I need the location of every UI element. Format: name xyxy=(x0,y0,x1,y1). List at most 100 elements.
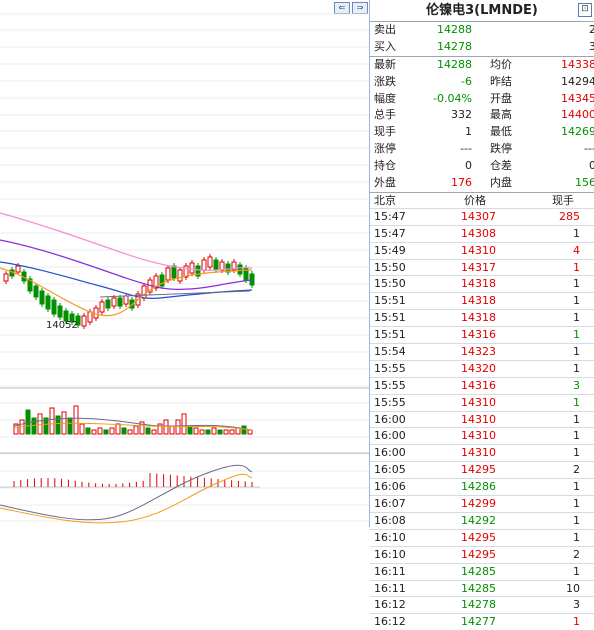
candle-body xyxy=(57,305,63,318)
volume-bar xyxy=(151,429,157,435)
sell-price: 14288 xyxy=(437,23,472,36)
tick-time: 15:51 xyxy=(374,294,406,308)
tick-volume: 1 xyxy=(573,412,580,426)
tick-price: 14318 xyxy=(461,277,496,291)
stat-label: 仓差 xyxy=(490,159,512,173)
tick-row[interactable]: 16:10 14295 2 xyxy=(370,545,594,563)
volume-bar xyxy=(73,405,79,435)
stat-value: 332 xyxy=(451,108,472,122)
tick-row[interactable]: 15:51 14318 1 xyxy=(370,292,594,309)
candle-body xyxy=(171,265,177,279)
tick-row[interactable]: 16:12 14277 1 xyxy=(370,613,594,630)
tick-time: 15:54 xyxy=(374,345,406,359)
buy-qty: 3 xyxy=(589,39,594,53)
candle-body xyxy=(63,310,69,322)
tick-row[interactable]: 15:55 14320 1 xyxy=(370,359,594,377)
volume-bar xyxy=(103,429,109,435)
tick-price: 14285 xyxy=(461,564,496,578)
tick-row[interactable]: 15:50 14317 1 xyxy=(370,258,594,276)
stat-value: 14400 xyxy=(561,108,594,122)
stat-value: 1 xyxy=(465,125,472,139)
tick-volume: 1 xyxy=(573,615,580,629)
tick-row[interactable]: 16:07 14299 1 xyxy=(370,495,594,512)
tick-volume: 1 xyxy=(573,361,580,375)
volume-bar xyxy=(205,429,211,435)
restore-icon[interactable]: ⊡ xyxy=(578,3,592,17)
tick-row[interactable]: 16:00 14310 1 xyxy=(370,410,594,428)
stat-label: 最高 xyxy=(490,108,512,122)
kline-chart xyxy=(0,13,369,524)
stat-label: 昨结 xyxy=(490,74,512,88)
tick-price: 14318 xyxy=(461,311,496,325)
volume-bar xyxy=(163,419,169,435)
candle-body xyxy=(45,295,51,310)
tick-row[interactable]: 16:12 14278 3 xyxy=(370,596,594,613)
candle-body xyxy=(93,307,99,319)
candle-body xyxy=(117,297,123,307)
volume-bar xyxy=(49,407,55,435)
candle-body xyxy=(213,259,219,271)
tick-row[interactable]: 16:10 14295 1 xyxy=(370,528,594,546)
candle-body xyxy=(3,273,9,282)
tick-time: 16:00 xyxy=(374,446,406,460)
quote-stat-row: 涨跌 -6 昨结 14294 xyxy=(370,74,594,91)
tick-row[interactable]: 15:55 14310 1 xyxy=(370,393,594,411)
tick-row[interactable]: 16:00 14310 1 xyxy=(370,427,594,444)
candle-body xyxy=(189,262,195,274)
nav-right-icon[interactable]: ⇒ xyxy=(352,2,368,14)
candle-body xyxy=(237,264,243,275)
tick-row[interactable]: 15:51 14318 1 xyxy=(370,309,594,326)
volume-bar xyxy=(115,423,121,435)
tick-row[interactable]: 16:06 14286 1 xyxy=(370,478,594,495)
tick-time: 15:50 xyxy=(374,260,406,274)
stat-value: 14269 xyxy=(561,125,594,139)
tick-volume: 1 xyxy=(573,345,580,359)
stat-label: 涨停 xyxy=(374,142,396,156)
tick-row[interactable]: 16:11 14285 10 xyxy=(370,579,594,597)
tick-volume: 10 xyxy=(566,581,580,595)
sell-row: 卖出 14288 2 xyxy=(370,22,594,39)
volume-bar xyxy=(109,427,115,435)
tick-time: 16:00 xyxy=(374,412,406,426)
tick-price: 14295 xyxy=(461,463,496,477)
stat-value: 0 xyxy=(589,159,594,173)
quote-stat-row: 幅度 -0.04% 开盘 14345 xyxy=(370,91,594,108)
volume-bar xyxy=(43,417,49,435)
tick-row[interactable]: 15:49 14310 4 xyxy=(370,241,594,259)
stat-label: 开盘 xyxy=(490,91,512,105)
tick-row[interactable]: 16:05 14295 2 xyxy=(370,461,594,478)
tick-volume: 3 xyxy=(573,598,580,612)
candle-body xyxy=(159,274,165,287)
macd-dea xyxy=(0,473,253,524)
tick-time: 16:08 xyxy=(374,513,406,527)
tick-volume: 1 xyxy=(573,395,580,409)
buy-price: 14278 xyxy=(437,39,472,53)
tick-row[interactable]: 15:47 14308 1 xyxy=(370,224,594,242)
tick-row[interactable]: 16:11 14285 1 xyxy=(370,562,594,580)
tick-volume: 1 xyxy=(573,564,580,578)
tick-price: 14317 xyxy=(461,260,496,274)
candle-body xyxy=(249,273,255,286)
tick-row[interactable]: 15:55 14316 3 xyxy=(370,376,594,394)
tick-row[interactable]: 15:51 14316 1 xyxy=(370,326,594,343)
quote-stats: 最新 14288 均价 14338 涨跌 -6 昨结 14294 幅度 -0.04% 开盘 14345… xyxy=(370,57,594,192)
tick-row[interactable]: 15:47 14307 285 xyxy=(370,207,594,225)
candle-body xyxy=(75,315,81,326)
stat-label: 跌停 xyxy=(490,142,512,156)
ticks-list[interactable]: 15:47 14307 285 15:47 14308 1 15:49 14310 4 15:50… xyxy=(370,207,594,630)
tick-row[interactable]: 15:54 14323 1 xyxy=(370,343,594,360)
tick-volume: 1 xyxy=(573,260,580,274)
volume-bar xyxy=(229,429,235,435)
candle-body xyxy=(231,261,237,271)
tick-time: 15:51 xyxy=(374,328,406,342)
tick-price: 14316 xyxy=(461,378,496,392)
volume-bar xyxy=(211,427,217,435)
candle-body xyxy=(69,313,75,323)
ma-line-pink xyxy=(0,212,253,272)
chart-panel[interactable]: ⇐ ⇒ 14052 xyxy=(0,0,369,527)
tick-row[interactable]: 16:00 14310 1 xyxy=(370,444,594,461)
tick-row[interactable]: 16:08 14292 1 xyxy=(370,511,594,529)
macd-dif xyxy=(0,464,253,521)
tick-row[interactable]: 15:50 14318 1 xyxy=(370,275,594,292)
tick-volume: 3 xyxy=(573,378,580,392)
